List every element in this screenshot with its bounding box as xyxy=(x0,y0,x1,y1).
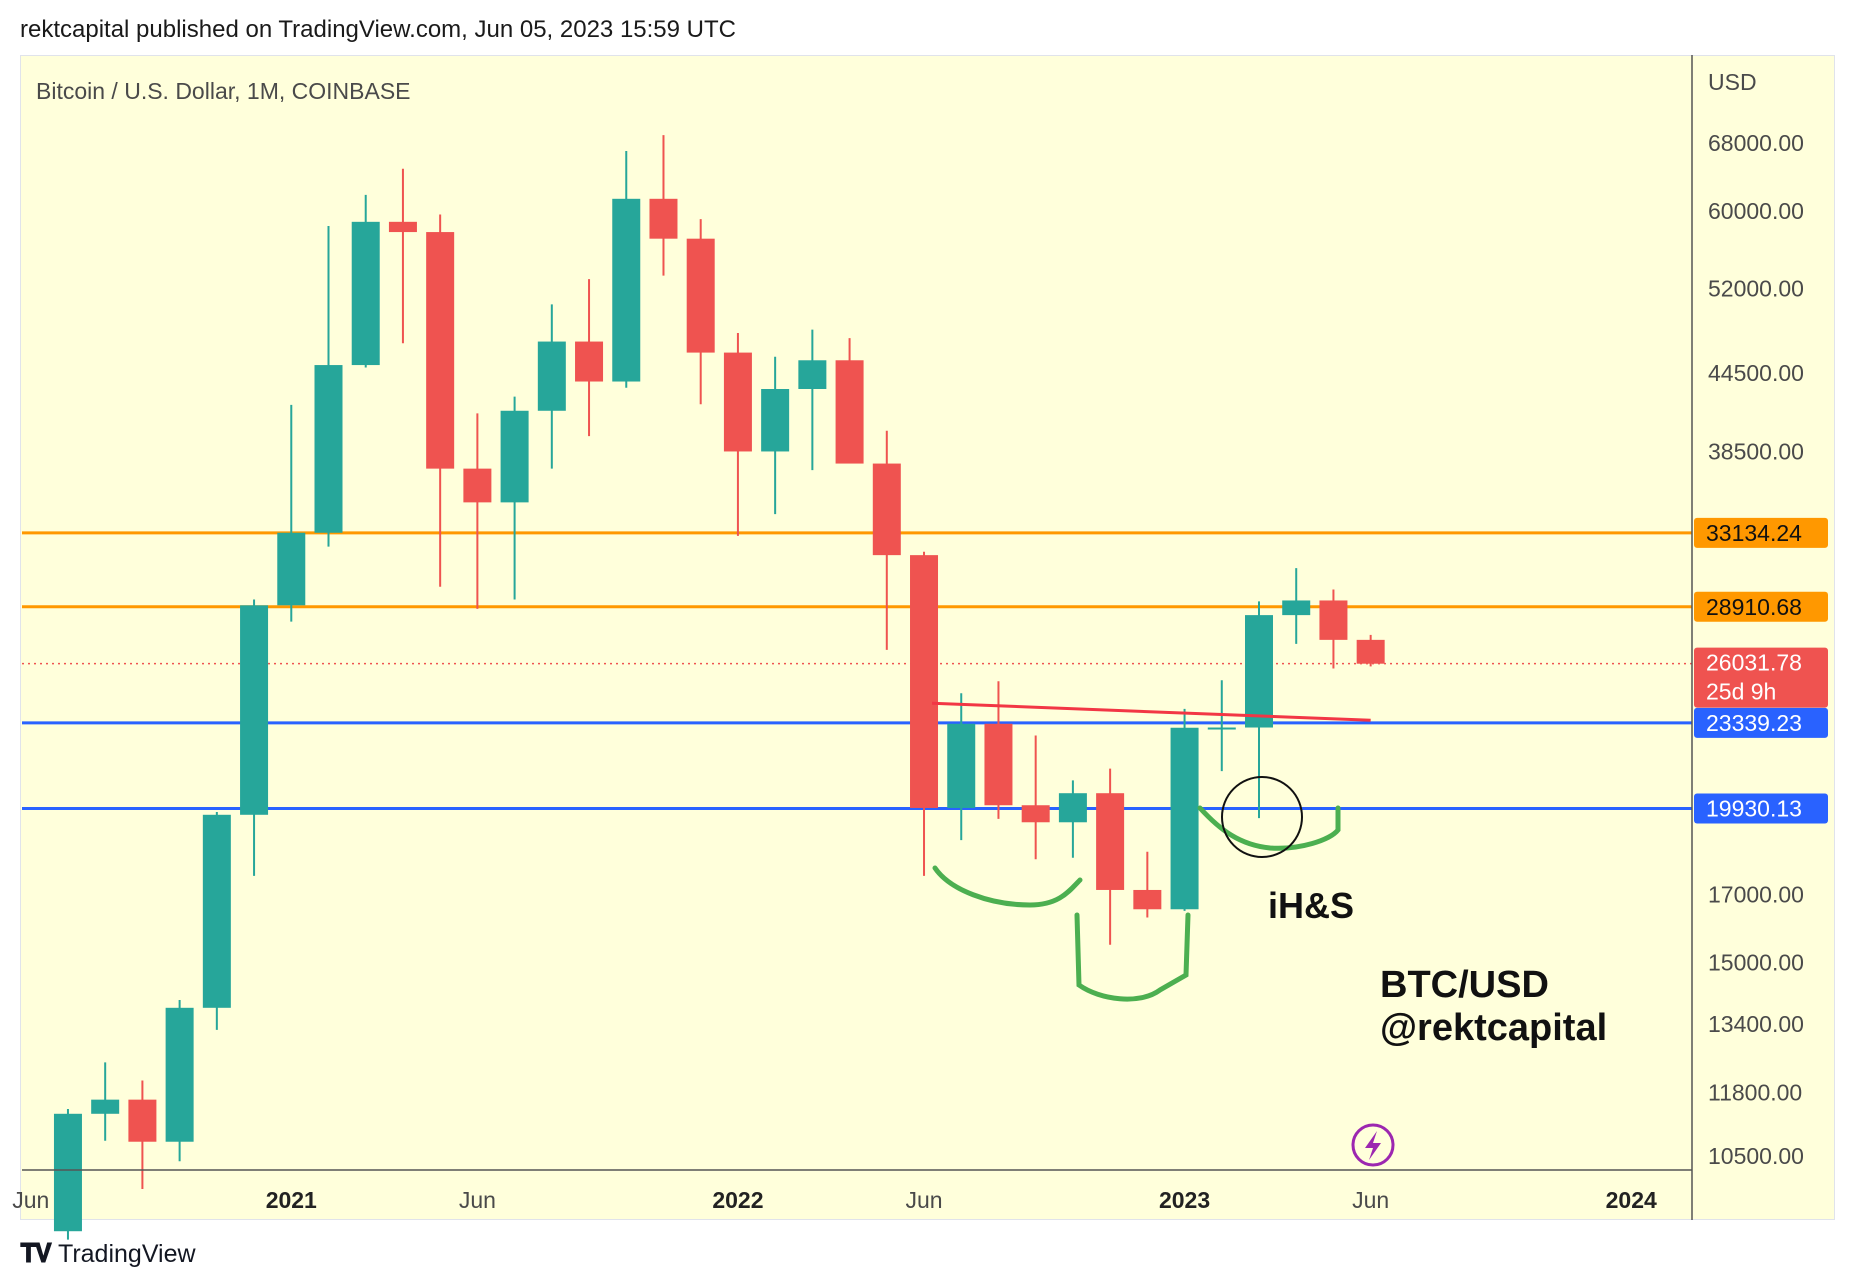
candle-body-2022-12 xyxy=(1133,889,1162,910)
tradingview-logo[interactable]: 𝐓𝐕 TradingView xyxy=(20,1238,196,1270)
candle-body-2021-08 xyxy=(537,341,566,411)
level-badge-0-bg xyxy=(1694,517,1828,548)
candle-body-2021-11 xyxy=(649,198,678,239)
trendline xyxy=(931,701,1371,722)
candle-body-2020-07 xyxy=(53,1113,82,1232)
candle-body-2022-07 xyxy=(947,723,976,808)
candle-body-2022-11 xyxy=(1096,793,1125,890)
candle-body-2022-05 xyxy=(872,463,901,556)
lightning-icon[interactable] xyxy=(1351,1123,1395,1167)
y-tick-label: 60000.00 xyxy=(1708,198,1804,224)
level-badge-0-label: 33134.24 xyxy=(1706,520,1802,546)
candle-body-2022-10 xyxy=(1058,793,1087,823)
horizontal-levels xyxy=(22,531,1692,810)
symbol-label: Bitcoin / U.S. Dollar, 1M, COINBASE xyxy=(36,78,411,104)
candlesticks xyxy=(53,135,1385,1240)
drawings: iH&S BTC/USD @rektcapital xyxy=(931,701,1607,1167)
candle-body-2020-12 xyxy=(240,605,269,815)
y-tick-label: 38500.00 xyxy=(1708,438,1804,464)
y-tick-label: 11800.00 xyxy=(1708,1080,1802,1106)
level-badge-1-bg xyxy=(1694,591,1828,622)
candle-body-2021-04 xyxy=(388,221,417,233)
y-tick-label: 68000.00 xyxy=(1708,130,1804,156)
x-tick-label: 2022 xyxy=(712,1187,763,1213)
candle-body-2021-07 xyxy=(500,410,529,503)
y-tick-label: 15000.00 xyxy=(1708,950,1804,976)
level-badge-3-label: 19930.13 xyxy=(1706,795,1802,821)
candle-body-2021-12 xyxy=(686,238,715,353)
level-badge-3-bg xyxy=(1694,793,1828,824)
publish-info: rektcapital published on TradingView.com… xyxy=(20,16,736,43)
head-drawing xyxy=(1074,912,1191,1002)
y-tick-label: 52000.00 xyxy=(1708,275,1804,301)
candle-body-2021-10 xyxy=(612,198,641,382)
candle-body-2020-09 xyxy=(128,1099,157,1142)
wick-highlight-circle xyxy=(1221,776,1303,858)
candle-body-2023-06 xyxy=(1356,639,1385,664)
price-axis[interactable]: USD 68000.00 60000.00 52000.00 44500.00 38500… xyxy=(1691,55,1804,1220)
last-price-badge-countdown: 25d 9h xyxy=(1706,679,1776,705)
candle-body-2021-09 xyxy=(575,341,604,382)
candle-body-2021-05 xyxy=(426,232,455,469)
x-tick-label: Jun xyxy=(459,1187,496,1213)
candle-body-2020-11 xyxy=(202,814,231,1008)
candle-body-2023-02 xyxy=(1207,727,1236,730)
candle-body-2022-08 xyxy=(984,723,1013,806)
y-tick-label: 44500.00 xyxy=(1708,360,1804,386)
left-shoulder-drawing xyxy=(932,865,1083,908)
level-badge-2-bg xyxy=(1694,707,1828,738)
time-axis[interactable]: Jun 2021 Jun 2022 Jun 2023 Jun 2024 xyxy=(12,1169,1692,1213)
x-tick-label: Jun xyxy=(12,1187,49,1213)
candle-body-2022-09 xyxy=(1021,805,1050,823)
candle-body-2021-06 xyxy=(463,468,492,503)
last-price-badge-bg xyxy=(1694,647,1828,708)
x-tick-label: 2021 xyxy=(266,1187,317,1213)
candle-body-2022-02 xyxy=(761,389,790,452)
tradingview-icon: 𝐓𝐕 xyxy=(20,1238,52,1268)
pattern-annotation: iH&S xyxy=(1268,885,1354,926)
title-annotation-line1: BTC/USD xyxy=(1380,964,1549,1006)
level-badge-1-label: 28910.68 xyxy=(1706,594,1802,620)
y-tick-label: 10500.00 xyxy=(1708,1143,1804,1169)
x-tick-label: 2024 xyxy=(1606,1187,1657,1213)
price-badges: 33134.24 28910.68 23339.23 19930.13 26031.78… xyxy=(1694,517,1828,824)
candle-body-2023-04 xyxy=(1282,600,1311,616)
candle-body-2022-03 xyxy=(798,360,827,390)
x-tick-label: 2023 xyxy=(1159,1187,1210,1213)
y-tick-label: 17000.00 xyxy=(1708,882,1804,908)
y-tick-label: 13400.00 xyxy=(1708,1011,1804,1037)
candle-body-2021-03 xyxy=(351,221,380,366)
candle-body-2021-02 xyxy=(314,365,343,533)
candle-body-2023-05 xyxy=(1319,600,1348,640)
x-tick-label: Jun xyxy=(1352,1187,1389,1213)
candle-body-2022-01 xyxy=(723,352,752,452)
title-annotation-line2: @rektcapital xyxy=(1380,1007,1607,1049)
candle-body-2022-04 xyxy=(835,360,864,464)
candle-body-2022-06 xyxy=(910,555,939,808)
candle-body-2020-10 xyxy=(165,1007,194,1142)
x-tick-label: Jun xyxy=(905,1187,942,1213)
candle-body-2020-08 xyxy=(91,1099,120,1114)
currency-label: USD xyxy=(1708,69,1757,95)
candle-body-2023-03 xyxy=(1245,615,1273,728)
candle-body-2023-01 xyxy=(1170,727,1199,910)
last-price-badge-label: 26031.78 xyxy=(1706,650,1802,676)
brand-name: TradingView xyxy=(57,1239,196,1268)
right-shoulder-drawing xyxy=(1197,805,1341,851)
candle-body-2021-01 xyxy=(277,532,306,606)
level-badge-2-label: 23339.23 xyxy=(1706,710,1802,736)
